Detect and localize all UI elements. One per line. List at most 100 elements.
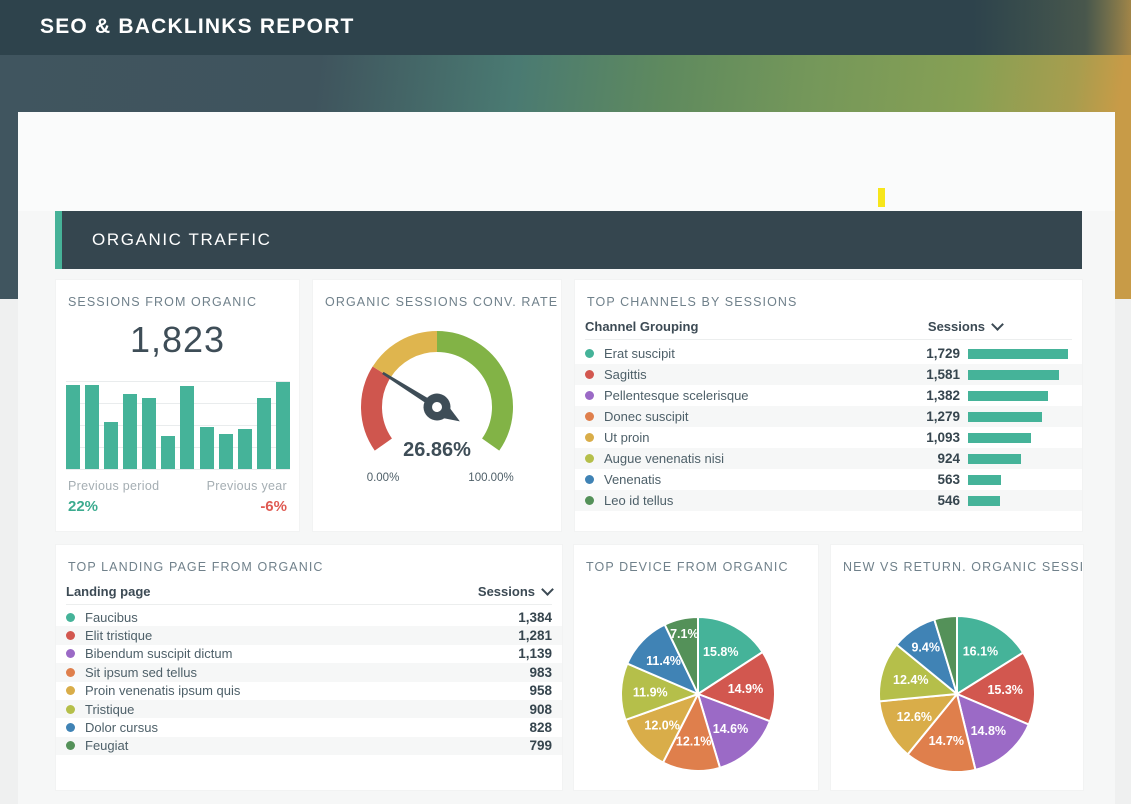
channel-label: Leo id tellus (604, 493, 674, 508)
pie-slice (697, 615, 764, 696)
pie-slice-label: 15.3% (987, 683, 1022, 697)
header-band (0, 0, 1131, 55)
pie-slice-label: 11.4% (646, 654, 681, 668)
channels-table-header: Channel Grouping Sessions (585, 313, 1072, 340)
series-color-dot (585, 454, 594, 463)
pie-slice-label: 14.9% (728, 682, 763, 696)
landing-page-label: Faucibus (85, 609, 138, 625)
comparison-footer: Previous period 22% Previous year -6% (68, 479, 287, 515)
pie-slice-label: 9.4% (911, 640, 940, 654)
sessions-bar (237, 429, 252, 469)
landing-page-label: Tristique (85, 701, 135, 717)
needle-tail (442, 406, 460, 422)
sessions-bar (275, 381, 290, 469)
gauge-min-label: 0.00% (367, 472, 400, 484)
channel-row: Augue venenatis nisi 924 (575, 448, 1082, 469)
new-vs-returning-pie-chart: 16.1% 15.3% 14.8% 14.7% 12.6% 12.4% 9.4% (878, 614, 1036, 773)
sessions-bar (968, 348, 1068, 359)
sessions-bar (968, 369, 1060, 380)
series-color-dot (585, 433, 594, 442)
pie-slice-label: 14.6% (713, 722, 748, 736)
previous-period-block: Previous period 22% (68, 479, 159, 515)
series-color-dot (585, 391, 594, 400)
gauge-value: 26.86% (403, 439, 471, 461)
chevron-down-icon[interactable] (541, 583, 554, 596)
landing-table-body: Faucibus 1,384 Elit tristique 1,281 Bibendum… (56, 608, 562, 756)
channel-label: Venenatis (604, 472, 662, 487)
card-organic-sessions-conv-rate: ORGANIC SESSIONS CONV. RATE 26.86% 0.00%… (313, 280, 561, 531)
card-title: TOP DEVICE FROM ORGANIC (586, 560, 789, 574)
pie-slice (878, 692, 960, 756)
needle-hub-center (432, 401, 442, 412)
pie-slice (663, 615, 699, 695)
landing-page-row: Sit ipsum sed tellus 983 (56, 663, 562, 682)
card-title: TOP CHANNELS BY SESSIONS (587, 295, 798, 309)
series-color-dot (585, 370, 594, 379)
sessions-bar (968, 453, 1022, 464)
landing-page-row: Feugiat 799 (56, 736, 562, 756)
sessions-value: 1,281 (518, 628, 552, 644)
section-header-organic-traffic: ORGANIC TRAFFIC (55, 211, 1082, 269)
pie-slice-label: 14.8% (971, 724, 1006, 738)
sessions-value: 1,384 (518, 609, 552, 625)
page-title: SEO & BACKLINKS REPORT (40, 15, 355, 38)
sessions-bar (218, 433, 233, 469)
channel-row: Ut proin 1,093 (575, 427, 1082, 448)
sessions-bar (968, 432, 1032, 443)
pie-slice (906, 691, 977, 773)
channels-table-body: Erat suscipit 1,729 Sagittis 1,581 Pellentes… (575, 343, 1082, 511)
channel-row: Leo id tellus 546 (575, 490, 1082, 511)
channel-row: Pellentesque scelerisque 1,382 (575, 385, 1082, 406)
previous-period-label: Previous period (68, 479, 160, 493)
pie-slice (661, 691, 722, 772)
sessions-bar (968, 411, 1042, 422)
landing-page-row: Elit tristique 1,281 (56, 626, 562, 645)
pie-slice (954, 651, 1036, 726)
series-color-dot (66, 723, 75, 733)
column-header-sessions[interactable]: Sessions (928, 318, 1004, 334)
channel-label: Pellentesque scelerisque (604, 388, 749, 403)
pie-slice-label: 12.6% (897, 710, 932, 724)
sessions-bar (85, 384, 100, 469)
chevron-down-icon[interactable] (991, 318, 1004, 331)
card-title: ORGANIC SESSIONS CONV. RATE (325, 295, 559, 309)
column-header-sessions[interactable]: Sessions (478, 583, 554, 599)
gauge-segment (436, 331, 513, 451)
sessions-bar (256, 397, 271, 469)
series-color-dot (66, 612, 75, 622)
channel-label: Erat suscipit (604, 346, 675, 361)
sessions-bar (968, 495, 1000, 506)
sessions-value: 546 (937, 493, 960, 508)
sessions-value: 799 (529, 738, 552, 754)
series-color-dot (66, 741, 75, 751)
sessions-value: 1,382 (926, 388, 960, 403)
pie-slice (695, 650, 776, 723)
sessions-bar (161, 435, 176, 469)
gauge-needle (382, 371, 460, 422)
card-title: SESSIONS FROM ORGANIC (68, 295, 258, 309)
series-color-dot (585, 496, 594, 505)
card-sessions-from-organic: SESSIONS FROM ORGANIC 1,823 Previous per… (56, 280, 299, 531)
pie-slice-label: 12.4% (893, 673, 928, 687)
sessions-value: 924 (937, 451, 960, 466)
sessions-bar (968, 474, 1001, 485)
channel-row: Venenatis 563 (575, 469, 1082, 490)
pie-slice (696, 692, 772, 770)
landing-page-row: Proin venenatis ipsum quis 958 (56, 682, 562, 700)
previous-year-value: -6% (260, 498, 287, 515)
previous-period-value: 22% (68, 498, 99, 515)
sessions-value: 1,279 (926, 409, 960, 424)
sessions-value: 958 (529, 683, 552, 699)
channel-label: Ut proin (604, 430, 650, 445)
card-top-device-from-organic: TOP DEVICE FROM ORGANIC 15.8% 14.9% 14.6% 1… (574, 545, 818, 790)
gauge-arc-segments (361, 331, 513, 451)
sessions-value: 1,093 (926, 430, 960, 445)
previous-year-label: Previous year (206, 479, 287, 493)
channel-label: Sagittis (604, 367, 647, 382)
previous-year-block: Previous year -6% (207, 479, 287, 515)
channel-row: Sagittis 1,581 (575, 364, 1082, 385)
conversion-rate-gauge: 26.86% 0.00% 100.00% (361, 331, 514, 484)
series-color-dot (66, 667, 75, 677)
series-color-dot (585, 349, 594, 358)
channel-row: Donec suscipit 1,279 (575, 406, 1082, 427)
